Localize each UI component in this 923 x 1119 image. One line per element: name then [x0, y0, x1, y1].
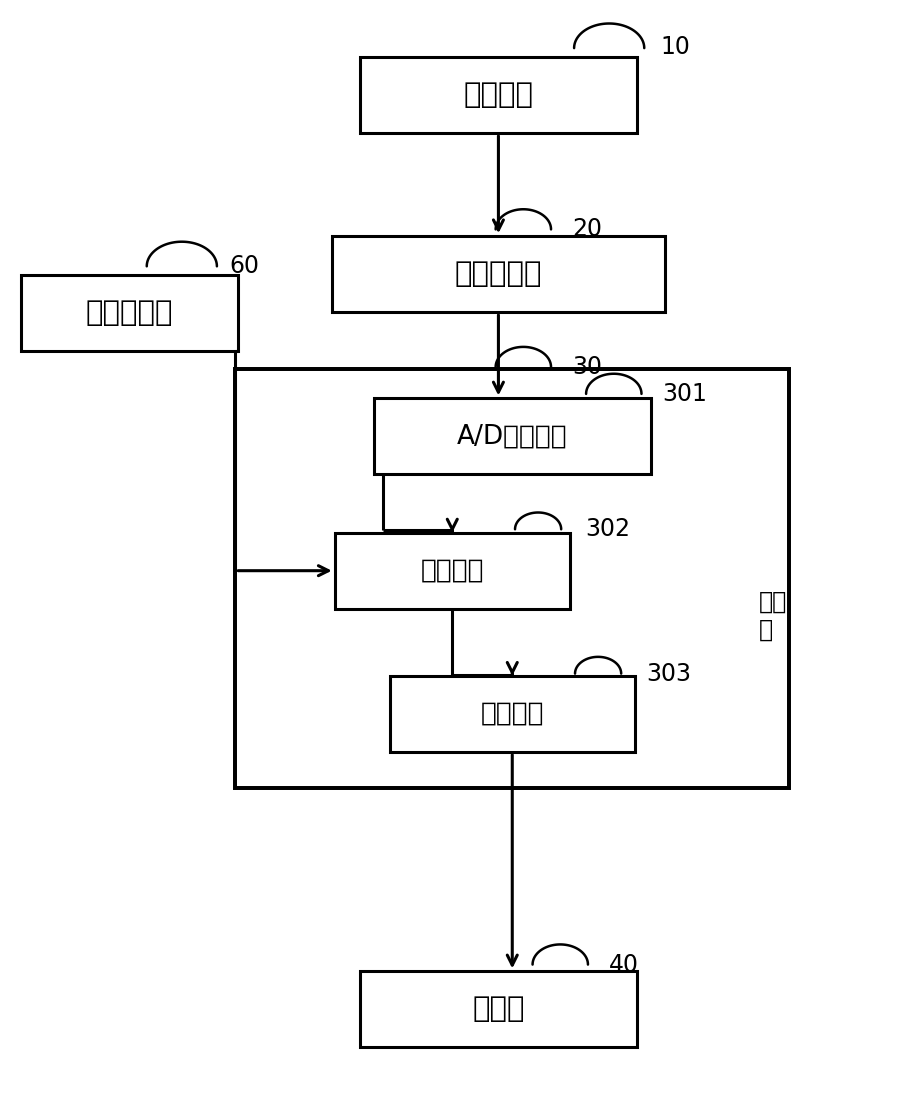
- Text: 301: 301: [663, 382, 708, 406]
- Text: 匹配电路: 匹配电路: [421, 557, 484, 584]
- Bar: [332, 236, 665, 312]
- Text: 40: 40: [609, 952, 640, 977]
- Text: 60: 60: [230, 254, 260, 279]
- Text: 光感应器: 光感应器: [463, 81, 533, 110]
- Text: 302: 302: [585, 517, 630, 542]
- Text: 303: 303: [646, 661, 691, 686]
- Text: 30: 30: [572, 355, 603, 379]
- Text: 色温感应器: 色温感应器: [86, 299, 173, 328]
- Bar: [374, 398, 651, 474]
- Text: 20: 20: [572, 217, 603, 242]
- Bar: [360, 971, 637, 1047]
- Text: 接收感应器: 接收感应器: [455, 260, 542, 289]
- Bar: [235, 369, 789, 788]
- Bar: [21, 275, 238, 351]
- Text: 处理
器: 处理 器: [759, 590, 787, 641]
- Bar: [334, 533, 569, 609]
- Bar: [360, 57, 637, 133]
- Bar: [390, 676, 635, 752]
- Text: 发光器: 发光器: [473, 995, 524, 1024]
- Text: 10: 10: [660, 35, 689, 59]
- Text: 驱动电路: 驱动电路: [481, 700, 544, 727]
- Text: A/D转换电路: A/D转换电路: [457, 423, 568, 450]
